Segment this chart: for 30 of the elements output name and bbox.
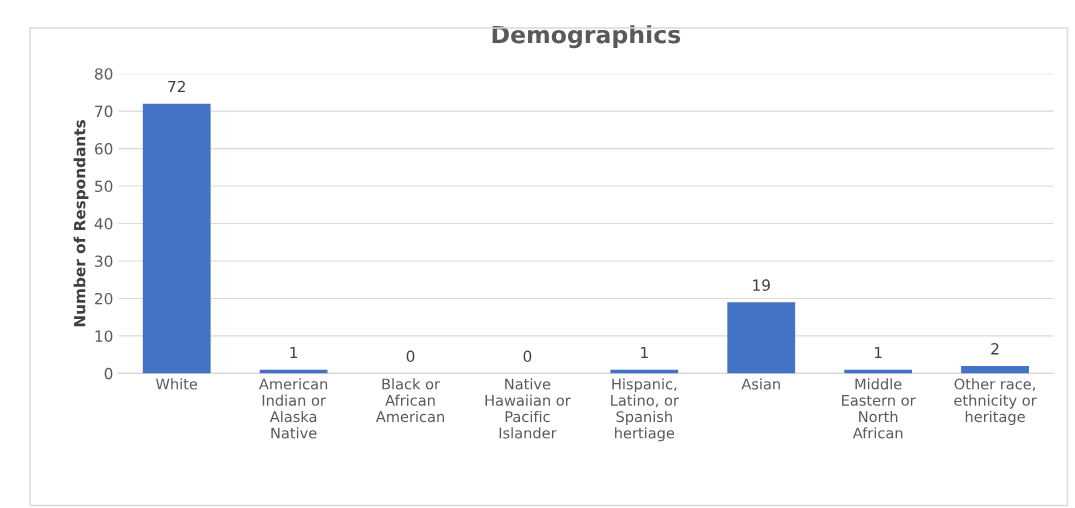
data-label: 1 bbox=[641, 346, 648, 359]
bar bbox=[142, 103, 211, 374]
y-tick-label: 40 bbox=[94, 217, 113, 230]
x-tick-label: American Indian or Alaska Native bbox=[259, 378, 328, 439]
x-tick-label: Hispanic, Latino, or Spanish hertiage bbox=[611, 378, 679, 442]
y-tick-label: 60 bbox=[95, 143, 113, 155]
x-tick-label: Other race, ethnicity or heritage bbox=[954, 378, 1037, 426]
y-tick-label: 0 bbox=[104, 367, 113, 380]
y-tick-label: 10 bbox=[95, 330, 113, 342]
y-tick-label: 50 bbox=[95, 180, 113, 193]
data-label: 1 bbox=[874, 346, 882, 359]
x-tick-label: Middle Eastern or North African bbox=[842, 378, 916, 439]
y-tick-label: 30 bbox=[95, 255, 113, 268]
data-label: 19 bbox=[753, 279, 770, 291]
y-tick-label: 70 bbox=[95, 105, 113, 118]
y-tick-label: 80 bbox=[94, 68, 113, 80]
bar bbox=[961, 365, 1029, 374]
data-label: 1 bbox=[290, 346, 298, 359]
data-label: 0 bbox=[406, 350, 415, 363]
x-tick-label: Native Hawaiian or Pacific Islander bbox=[485, 378, 571, 439]
data-label: 72 bbox=[168, 80, 185, 93]
data-label: 2 bbox=[991, 343, 999, 355]
bar bbox=[727, 302, 796, 374]
data-label: 0 bbox=[523, 350, 532, 363]
chart-title: Demographics bbox=[492, 25, 681, 49]
x-tick-label: Black or African American bbox=[375, 378, 444, 423]
y-tick-label: 20 bbox=[95, 292, 113, 305]
x-tick-label: White bbox=[155, 378, 198, 390]
y-axis-title: Number of Respondants bbox=[73, 120, 89, 327]
x-tick-label: Asian bbox=[741, 378, 780, 390]
